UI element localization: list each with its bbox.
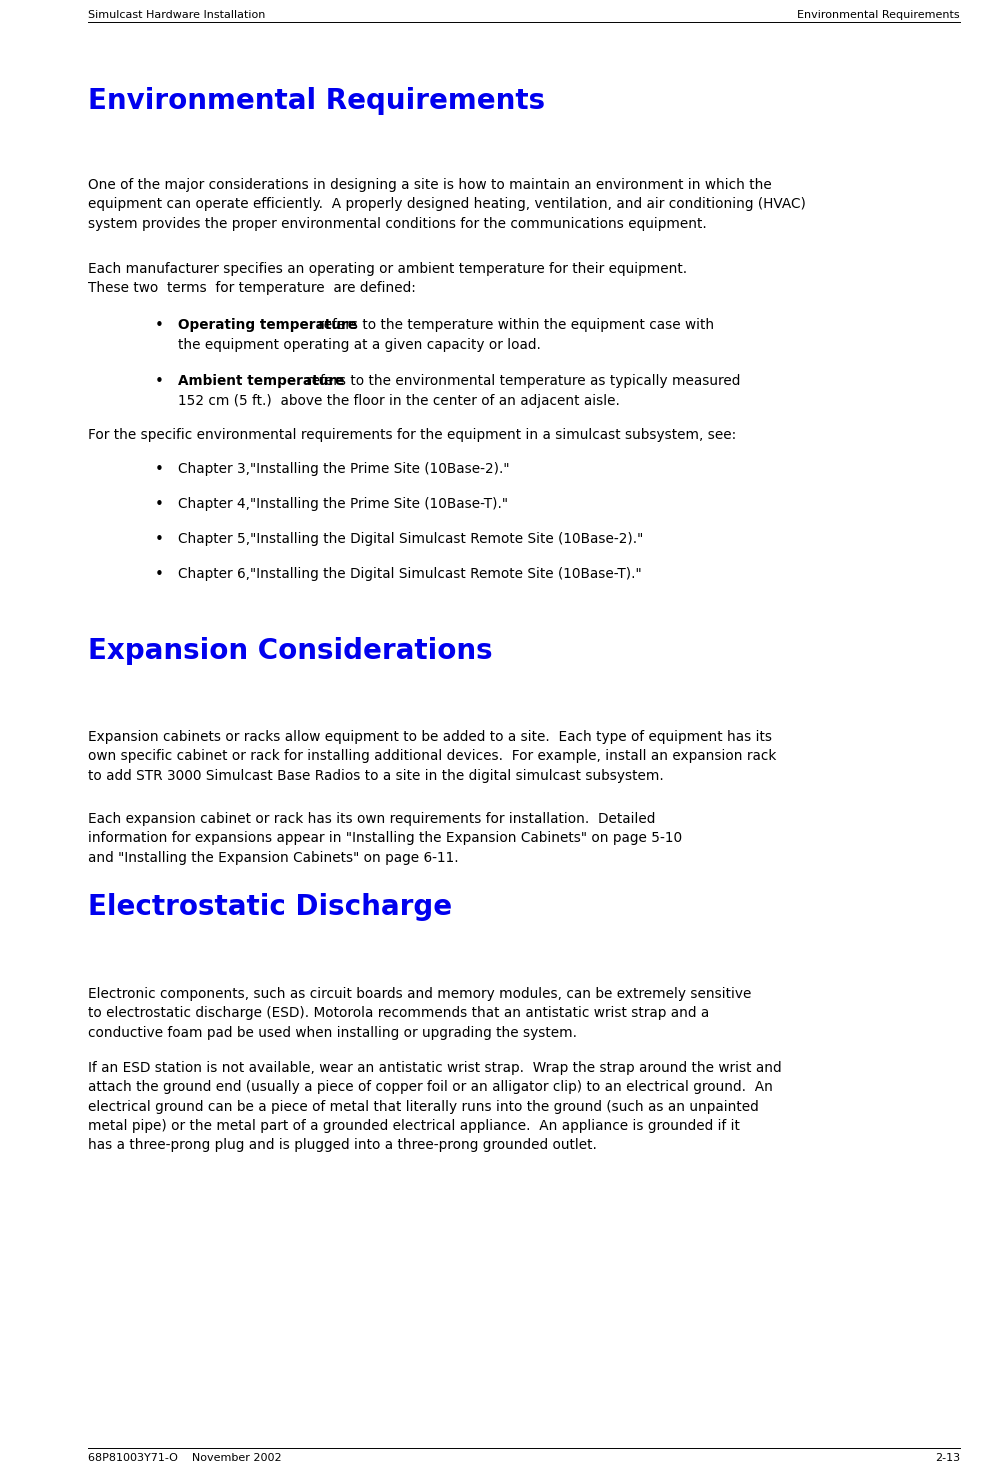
Text: If an ESD station is not available, wear an antistatic wrist strap.  Wrap the st: If an ESD station is not available, wear… — [88, 1061, 782, 1153]
Text: refers to the environmental temperature as typically measured: refers to the environmental temperature … — [302, 374, 740, 389]
Text: One of the major considerations in designing a site is how to maintain an enviro: One of the major considerations in desig… — [88, 177, 806, 231]
Text: Ambient temperature: Ambient temperature — [178, 374, 345, 389]
Text: Each expansion cabinet or rack has its own requirements for installation.  Detai: Each expansion cabinet or rack has its o… — [88, 811, 682, 865]
Text: Chapter 5,"Installing the Digital Simulcast Remote Site (10Base-2).": Chapter 5,"Installing the Digital Simulc… — [178, 532, 643, 545]
Text: Expansion Considerations: Expansion Considerations — [88, 637, 492, 665]
Text: refers to the temperature within the equipment case with: refers to the temperature within the equ… — [315, 318, 715, 333]
Text: Chapter 6,"Installing the Digital Simulcast Remote Site (10Base-T).": Chapter 6,"Installing the Digital Simulc… — [178, 568, 641, 581]
Text: Environmental Requirements: Environmental Requirements — [797, 10, 960, 21]
Text: Expansion cabinets or racks allow equipment to be added to a site.  Each type of: Expansion cabinets or racks allow equipm… — [88, 730, 777, 782]
Text: •: • — [155, 463, 164, 477]
Text: Operating temperature: Operating temperature — [178, 318, 357, 333]
Text: Chapter 3,"Installing the Prime Site (10Base-2).": Chapter 3,"Installing the Prime Site (10… — [178, 463, 510, 476]
Text: Each manufacturer specifies an operating or ambient temperature for their equipm: Each manufacturer specifies an operating… — [88, 262, 687, 296]
Text: Simulcast Hardware Installation: Simulcast Hardware Installation — [88, 10, 265, 21]
Text: •: • — [155, 497, 164, 511]
Text: 152 cm (5 ft.)  above the floor in the center of an adjacent aisle.: 152 cm (5 ft.) above the floor in the ce… — [178, 395, 620, 408]
Text: 2-13: 2-13 — [935, 1453, 960, 1463]
Text: 68P81003Y71-O    November 2002: 68P81003Y71-O November 2002 — [88, 1453, 281, 1463]
Text: Chapter 4,"Installing the Prime Site (10Base-T).": Chapter 4,"Installing the Prime Site (10… — [178, 497, 508, 511]
Text: •: • — [155, 532, 164, 547]
Text: the equipment operating at a given capacity or load.: the equipment operating at a given capac… — [178, 338, 541, 352]
Text: •: • — [155, 374, 164, 389]
Text: Environmental Requirements: Environmental Requirements — [88, 87, 545, 115]
Text: For the specific environmental requirements for the equipment in a simulcast sub: For the specific environmental requireme… — [88, 429, 737, 442]
Text: •: • — [155, 318, 164, 333]
Text: •: • — [155, 568, 164, 582]
Text: Electronic components, such as circuit boards and memory modules, can be extreme: Electronic components, such as circuit b… — [88, 987, 752, 1039]
Text: Electrostatic Discharge: Electrostatic Discharge — [88, 893, 452, 921]
